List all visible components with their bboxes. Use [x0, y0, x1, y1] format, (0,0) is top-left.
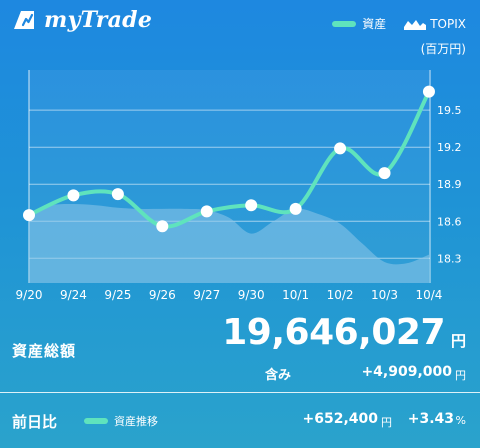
day-change-value: +652,400	[302, 411, 379, 427]
legend-label-topix: TOPIX	[430, 16, 466, 31]
unrealized-gain-value: +4,909,000	[361, 364, 452, 380]
topix-area	[29, 203, 429, 283]
asset-point	[245, 199, 258, 212]
y-tick-label: 19.2	[437, 141, 462, 154]
asset-point	[378, 167, 391, 180]
asset-point	[23, 209, 35, 222]
logo-chart-icon	[14, 11, 34, 29]
divider	[0, 392, 480, 393]
x-tick-label: 9/24	[60, 288, 87, 302]
asset-line	[27, 89, 431, 229]
legend-item-topix: TOPIX	[386, 17, 466, 31]
mountain-area-icon	[404, 19, 427, 30]
x-tick-label: 9/27	[193, 288, 220, 302]
day-change-bar[interactable]: 前日比 資産推移 +652,400 円 +3.43 %	[0, 393, 480, 448]
x-tick-label: 10/4	[415, 288, 442, 302]
y-tick-label: 18.3	[437, 252, 462, 265]
day-change-percent: +3.43	[407, 411, 454, 427]
y-tick-label: 19.5	[437, 104, 462, 117]
day-change-percent-unit: %	[455, 414, 466, 427]
x-tick-label: 10/2	[327, 288, 354, 302]
day-change-label: 前日比	[12, 413, 58, 431]
series-label: 資産推移	[114, 415, 158, 428]
day-change-unit: 円	[381, 416, 392, 429]
unrealized-gain-label: 含み	[265, 368, 292, 383]
asset-point	[156, 220, 169, 233]
asset-point	[422, 85, 435, 98]
unrealized-gain-unit: 円	[455, 369, 466, 382]
total-assets-unit: 円	[450, 332, 466, 350]
x-tick-label: 10/1	[282, 288, 309, 302]
asset-point	[111, 188, 124, 201]
legend-label-assets: 資産	[362, 17, 387, 31]
legend-line-swatch	[332, 20, 357, 27]
y-tick-label: 18.6	[437, 215, 462, 228]
asset-point	[67, 189, 80, 202]
chart-unit-label: (百万円)	[420, 42, 466, 56]
legend-item-assets: 資産	[332, 15, 386, 32]
x-tick-label: 9/30	[238, 288, 265, 302]
series-line-swatch	[84, 418, 108, 424]
app-header: myTrade 資産 TOPIX	[0, 0, 480, 40]
asset-point	[289, 202, 302, 215]
asset-point	[334, 142, 347, 155]
y-tick-label: 18.9	[437, 178, 462, 191]
x-tick-label: 9/25	[104, 288, 131, 302]
x-tick-label: 9/26	[149, 288, 176, 302]
total-assets-label: 資産総額	[12, 342, 77, 360]
app-logo: myTrade	[12, 7, 152, 33]
asset-summary: 資産総額 19,646,027 円 含み +4,909,000 円	[0, 300, 480, 392]
asset-chart: 18.3 18.6 18.9 19.2 19.5 9/20 9/24 9/25 9/26 9/27…	[16, 85, 462, 302]
total-assets-value: 19,646,027	[222, 312, 445, 353]
app-title: myTrade	[44, 7, 153, 33]
asset-point	[200, 205, 213, 218]
chart-legend: 資産 TOPIX	[332, 15, 466, 32]
x-tick-label: 9/20	[16, 288, 43, 302]
x-tick-label: 10/3	[371, 288, 398, 302]
